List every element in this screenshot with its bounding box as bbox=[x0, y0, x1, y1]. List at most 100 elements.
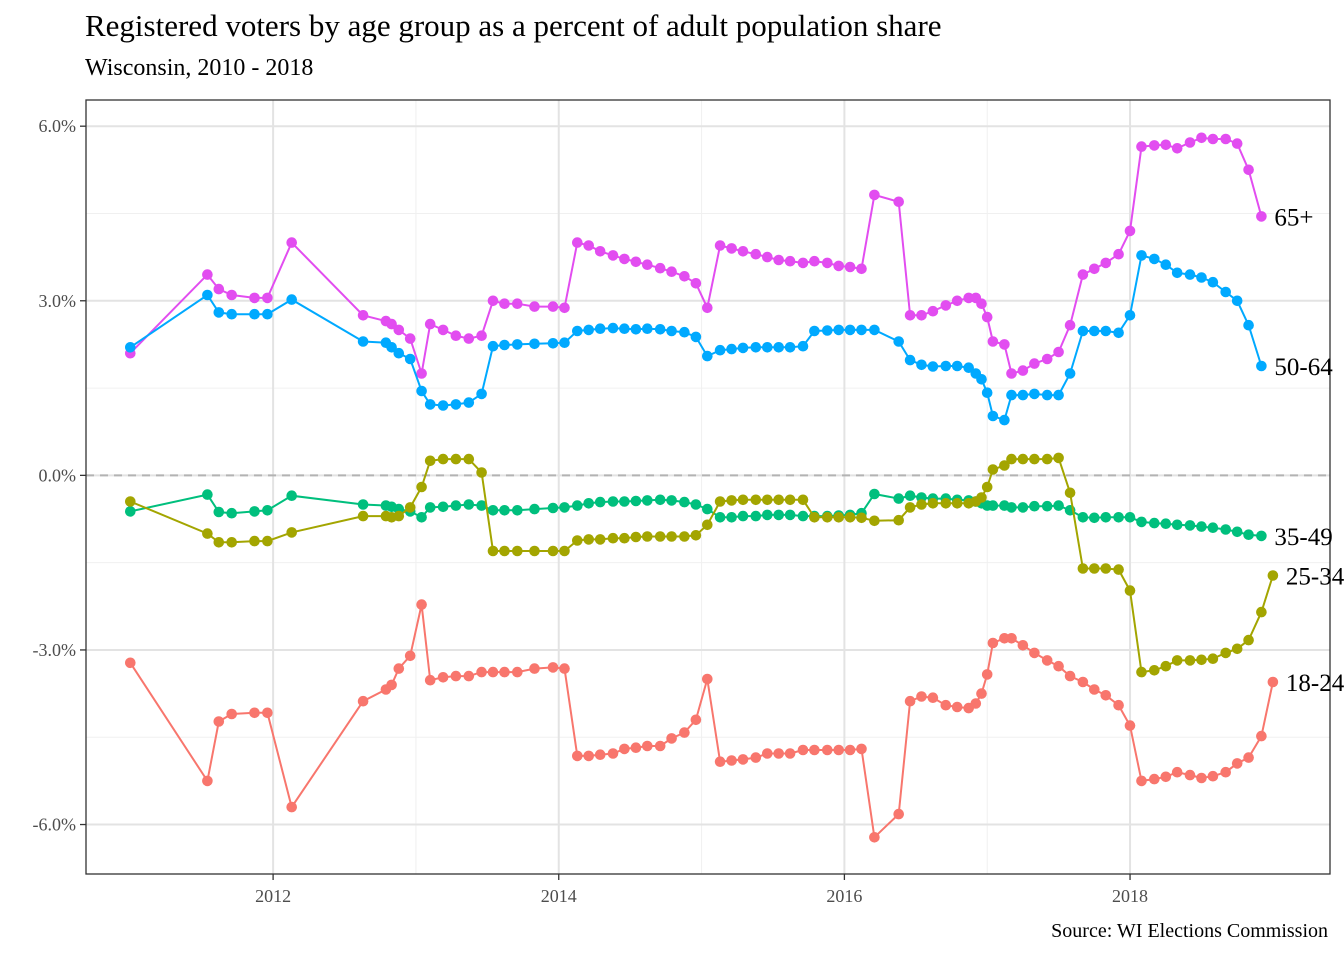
data-point-65 bbox=[981, 311, 993, 323]
data-point-3549 bbox=[1184, 520, 1196, 531]
data-point-3549 bbox=[893, 493, 904, 504]
data-point-1824 bbox=[1220, 766, 1231, 778]
data-point-65 bbox=[1029, 358, 1040, 369]
data-point-65 bbox=[1053, 346, 1064, 358]
data-point-5064 bbox=[784, 342, 796, 353]
data-point-1824 bbox=[809, 744, 820, 756]
data-point-2534 bbox=[856, 512, 867, 524]
data-point-3549 bbox=[1207, 522, 1219, 533]
data-point-65 bbox=[512, 298, 523, 310]
data-point-65 bbox=[737, 246, 749, 257]
data-point-1824 bbox=[856, 743, 867, 755]
data-point-1824 bbox=[213, 716, 225, 727]
data-point-1824 bbox=[951, 701, 963, 713]
data-point-3549 bbox=[559, 502, 570, 513]
data-point-65 bbox=[666, 266, 677, 278]
data-point-65 bbox=[916, 310, 927, 321]
data-point-5064 bbox=[666, 325, 677, 337]
data-point-1824 bbox=[529, 663, 540, 674]
x-tick-label: 2018 bbox=[1112, 886, 1148, 906]
data-point-65 bbox=[487, 295, 499, 307]
data-point-2534 bbox=[1256, 606, 1267, 618]
data-point-3549 bbox=[226, 507, 237, 519]
data-point-1824 bbox=[559, 663, 570, 674]
chart-subtitle: Wisconsin, 2010 - 2018 bbox=[85, 55, 314, 81]
data-point-3549 bbox=[512, 505, 523, 516]
data-point-5064 bbox=[437, 400, 449, 411]
data-point-65 bbox=[1136, 141, 1147, 152]
data-point-3549 bbox=[607, 496, 619, 507]
data-point-3549 bbox=[904, 490, 916, 502]
data-point-2534 bbox=[951, 498, 963, 509]
data-point-2534 bbox=[450, 453, 462, 465]
data-point-1824 bbox=[987, 637, 999, 649]
data-point-65 bbox=[476, 330, 487, 342]
data-point-1824 bbox=[976, 688, 987, 699]
data-point-3549 bbox=[1017, 502, 1029, 513]
data-point-2534 bbox=[987, 464, 999, 475]
data-point-2534 bbox=[844, 512, 856, 523]
data-point-2534 bbox=[1113, 564, 1124, 575]
data-point-65 bbox=[619, 253, 630, 265]
data-point-65 bbox=[904, 310, 916, 321]
data-point-5064 bbox=[797, 340, 809, 352]
data-point-5064 bbox=[1006, 389, 1017, 401]
data-point-2534 bbox=[424, 455, 436, 467]
data-point-65 bbox=[1089, 263, 1100, 275]
data-point-3549 bbox=[1124, 512, 1136, 523]
data-point-65 bbox=[1077, 269, 1089, 280]
data-point-2534 bbox=[357, 510, 369, 522]
data-point-1824 bbox=[424, 674, 436, 686]
data-point-3549 bbox=[1256, 530, 1267, 542]
data-point-5064 bbox=[512, 339, 523, 350]
data-point-65 bbox=[976, 298, 987, 310]
data-point-65 bbox=[1006, 368, 1017, 379]
data-point-2534 bbox=[750, 494, 762, 506]
data-point-5064 bbox=[869, 324, 880, 336]
data-point-5064 bbox=[1017, 389, 1029, 401]
data-point-5064 bbox=[1171, 267, 1183, 279]
data-point-1824 bbox=[750, 752, 762, 763]
data-point-1824 bbox=[1064, 670, 1076, 682]
data-point-65 bbox=[833, 260, 844, 272]
data-point-2534 bbox=[487, 545, 499, 557]
data-point-65 bbox=[714, 240, 726, 251]
data-point-5064 bbox=[249, 308, 260, 320]
data-point-2534 bbox=[437, 453, 449, 465]
data-point-3549 bbox=[654, 494, 666, 506]
data-point-1824 bbox=[666, 733, 677, 744]
data-point-2534 bbox=[666, 531, 677, 542]
data-point-1824 bbox=[1041, 655, 1053, 666]
data-point-5064 bbox=[1077, 325, 1089, 337]
data-point-5064 bbox=[572, 325, 583, 337]
data-point-5064 bbox=[679, 326, 690, 338]
data-point-5064 bbox=[927, 361, 939, 372]
data-point-2534 bbox=[226, 537, 237, 548]
data-point-2534 bbox=[476, 467, 487, 478]
data-point-2534 bbox=[1064, 487, 1076, 499]
data-point-3549 bbox=[437, 501, 449, 513]
data-point-3549 bbox=[357, 499, 369, 510]
data-point-1824 bbox=[1184, 769, 1196, 781]
data-point-3549 bbox=[547, 502, 559, 514]
data-point-5064 bbox=[424, 399, 436, 410]
data-point-65 bbox=[463, 333, 475, 344]
data-point-3549 bbox=[869, 488, 880, 500]
data-point-2534 bbox=[822, 512, 833, 523]
data-point-1824 bbox=[1100, 690, 1112, 701]
data-point-3549 bbox=[213, 506, 225, 518]
data-point-65 bbox=[1207, 133, 1219, 145]
data-point-1824 bbox=[547, 662, 559, 673]
data-point-3549 bbox=[750, 510, 762, 522]
plot-panel bbox=[86, 100, 1330, 874]
data-point-5064 bbox=[1184, 269, 1196, 280]
data-point-5064 bbox=[499, 339, 510, 351]
data-point-65 bbox=[844, 261, 856, 273]
data-point-1824 bbox=[737, 754, 749, 765]
data-point-2534 bbox=[1006, 453, 1017, 465]
data-point-65 bbox=[547, 301, 559, 312]
data-point-3549 bbox=[286, 490, 298, 502]
data-point-3549 bbox=[987, 500, 999, 511]
data-point-2534 bbox=[213, 537, 225, 548]
